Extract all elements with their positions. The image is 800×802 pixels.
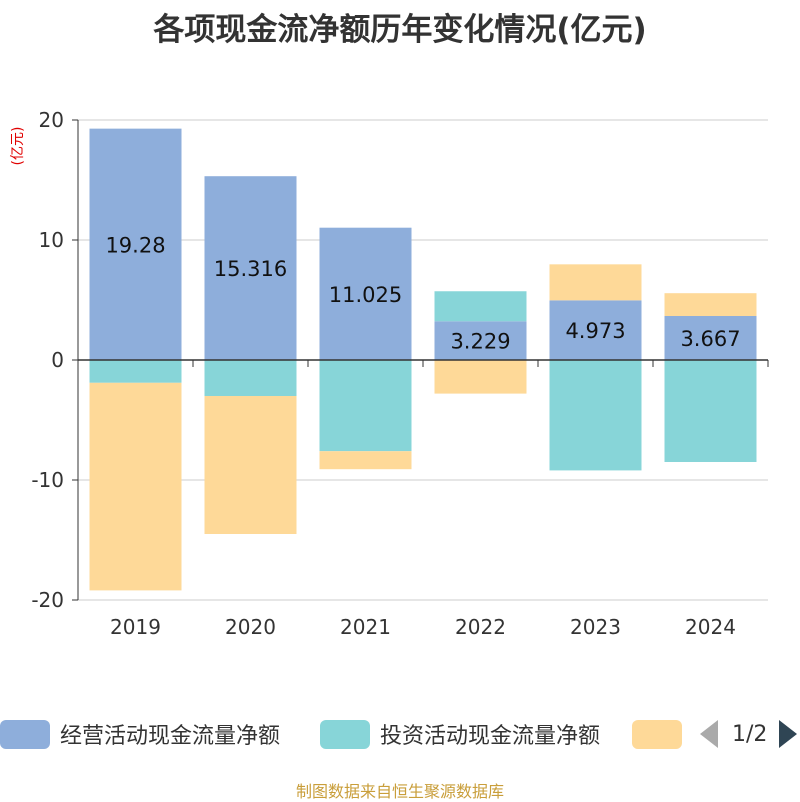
bar-series1-2021 [319, 360, 412, 452]
data-label-2022: 3.229 [450, 330, 510, 354]
legend-label-investing: 投资活动现金流量净额 [380, 724, 601, 749]
bar-series1-2020 [204, 360, 297, 396]
legend: 经营活动现金流量净额 投资活动现金流量净额 [0, 716, 800, 752]
data-label-2024: 3.667 [680, 327, 740, 351]
y-tick-label: 10 [39, 228, 64, 252]
y-tick-label: -10 [31, 468, 64, 492]
chart-title: 各项现金流净额历年变化情况(亿元) [153, 12, 647, 48]
bar-series2-2019 [89, 382, 182, 591]
y-axis-unit-label: (亿元) [10, 127, 26, 166]
bar-series0-2023 [549, 300, 642, 360]
bar-series1-2022 [434, 291, 527, 322]
bar-series2-2020 [204, 396, 297, 534]
bar-series2-2024 [664, 293, 757, 316]
x-tick-label: 2019 [110, 615, 161, 639]
data-label-2021: 11.025 [329, 283, 402, 307]
source-note: 制图数据来自恒生聚源数据库 [295, 782, 504, 801]
bar-series2-2023 [549, 264, 642, 301]
data-label-2020: 15.316 [214, 257, 287, 281]
y-tick-label: -20 [31, 588, 64, 612]
x-tick-label: 2022 [455, 615, 506, 639]
legend-next-page-icon[interactable] [779, 720, 798, 748]
bar-series0-2022 [434, 321, 527, 360]
data-label-2023: 4.973 [565, 319, 625, 343]
legend-item-operating[interactable]: 经营活动现金流量净额 [0, 716, 280, 752]
bar-series1-2019 [89, 360, 182, 383]
bar-series0-2020 [204, 176, 297, 360]
bar-series1-2024 [664, 360, 757, 462]
bar-series2-2022 [434, 360, 527, 394]
legend-label-operating: 经营活动现金流量净额 [60, 724, 281, 749]
legend-item-investing[interactable]: 投资活动现金流量净额 [320, 716, 600, 752]
legend-page-indicator: 1/2 [732, 721, 768, 747]
x-tick-label: 2021 [340, 615, 391, 639]
data-label-2019: 19.28 [105, 233, 165, 257]
legend-item-financing[interactable] [632, 716, 692, 752]
bar-series0-2019 [89, 128, 182, 360]
x-tick-label: 2023 [570, 615, 621, 639]
y-tick-label: 20 [39, 108, 64, 132]
legend-swatch-investing [320, 719, 370, 749]
legend-swatch-financing [632, 719, 682, 749]
bar-series2-2021 [319, 451, 412, 470]
x-tick-label: 2020 [225, 615, 276, 639]
bar-series0-2024 [664, 315, 757, 360]
x-tick-label: 2024 [685, 615, 736, 639]
legend-prev-page-icon[interactable] [700, 720, 718, 748]
y-tick-label: 0 [51, 348, 64, 372]
bar-series0-2021 [319, 227, 412, 360]
legend-pager: 1/2 [700, 716, 798, 752]
bar-series1-2023 [549, 360, 642, 471]
legend-swatch-operating [0, 719, 50, 749]
